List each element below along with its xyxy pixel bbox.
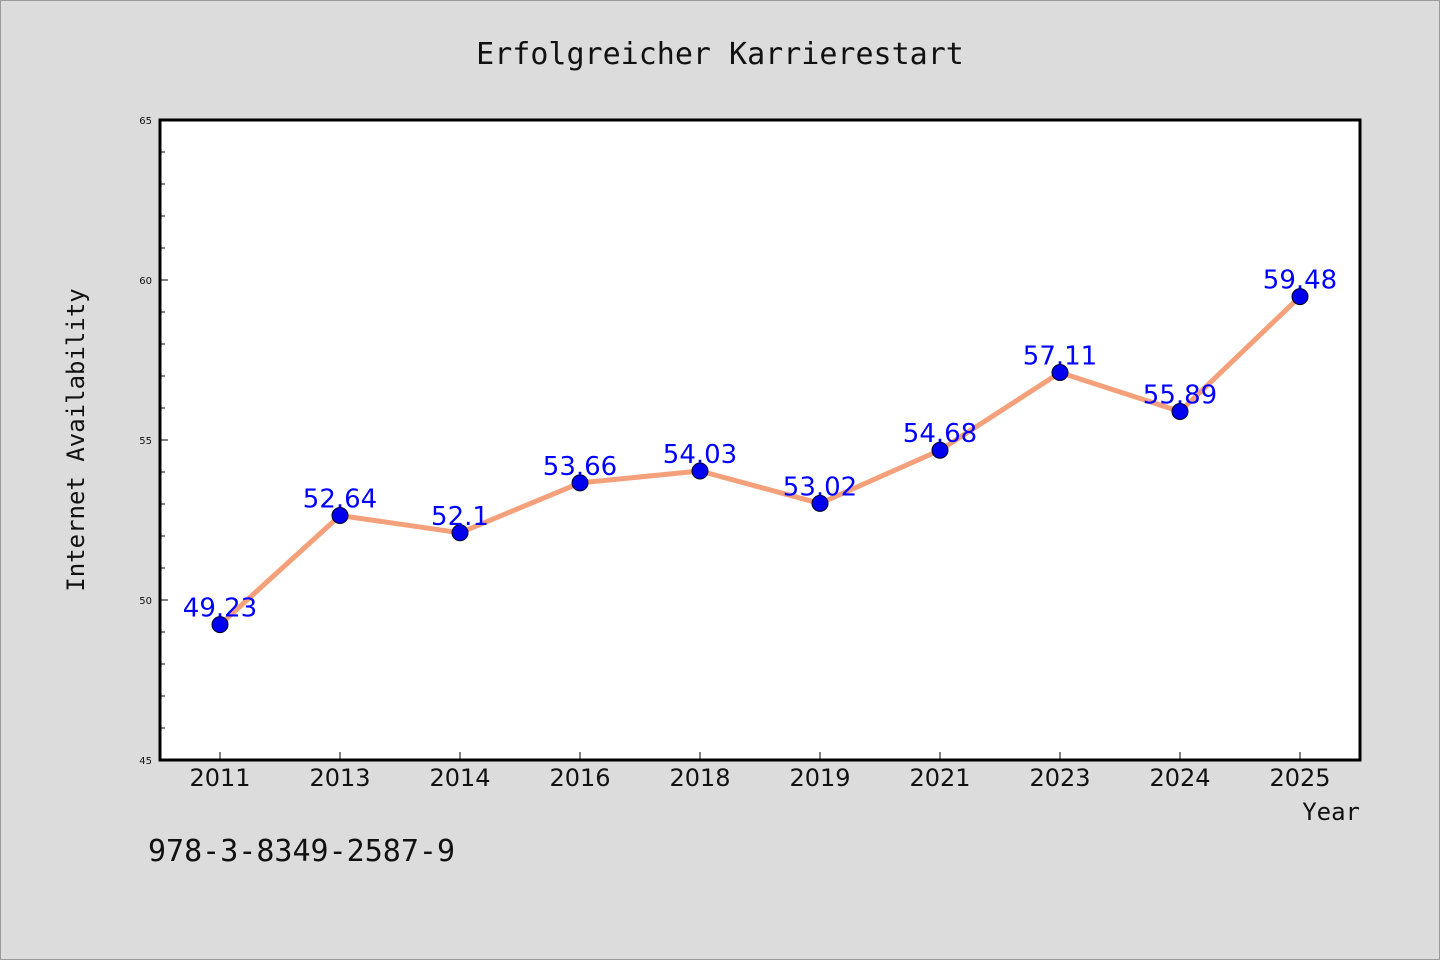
data-point bbox=[211, 616, 229, 634]
x-tick-label: 2024 bbox=[1149, 764, 1210, 792]
data-label: 49.23 bbox=[183, 594, 257, 624]
data-point bbox=[931, 441, 949, 459]
data-labels: 49.23 52.64 52.1 53.66 54.03 53.02 54.68 57.11 5… bbox=[183, 266, 1337, 624]
y-tick-label: 60 bbox=[139, 276, 152, 287]
x-axis: 2011 2013 2014 2016 2018 2019 2021 2023 2024 2025 bbox=[189, 752, 1331, 792]
x-axis-label: Year bbox=[1302, 798, 1360, 826]
series-markers bbox=[211, 288, 1309, 634]
x-tick-label: 2013 bbox=[309, 764, 370, 792]
data-label: 52.1 bbox=[431, 502, 489, 532]
data-label: 55.89 bbox=[1143, 381, 1217, 411]
data-point bbox=[691, 462, 709, 480]
data-label: 52.64 bbox=[303, 485, 377, 515]
x-tick-label: 2019 bbox=[789, 764, 850, 792]
y-axis: 45 50 55 60 65 bbox=[139, 116, 168, 767]
data-point bbox=[571, 474, 589, 492]
data-label: 59.48 bbox=[1263, 266, 1337, 296]
x-tick-label: 2016 bbox=[549, 764, 610, 792]
y-tick-label: 45 bbox=[139, 756, 152, 767]
plot-area bbox=[158, 118, 1362, 762]
data-label: 54.03 bbox=[663, 440, 737, 470]
isbn-text: 978-3-8349-2587-9 bbox=[148, 834, 456, 869]
x-tick-label: 2011 bbox=[189, 764, 250, 792]
chart-title: Erfolgreicher Karrierestart bbox=[476, 37, 964, 72]
x-tick-label: 2014 bbox=[429, 764, 490, 792]
y-tick-label: 65 bbox=[139, 116, 152, 127]
series-line bbox=[218, 294, 1302, 627]
data-label: 53.02 bbox=[783, 472, 857, 502]
y-axis-label: Internet Availability bbox=[62, 288, 90, 591]
data-point bbox=[451, 524, 469, 542]
data-point bbox=[811, 494, 829, 512]
data-point bbox=[331, 507, 349, 525]
data-point bbox=[1171, 403, 1189, 421]
data-label: 54.68 bbox=[903, 419, 977, 449]
data-label: 57.11 bbox=[1023, 341, 1097, 371]
y-tick-label: 50 bbox=[139, 596, 152, 607]
x-tick-label: 2021 bbox=[909, 764, 970, 792]
data-point bbox=[1051, 363, 1069, 381]
x-tick-label: 2023 bbox=[1029, 764, 1090, 792]
x-tick-label: 2025 bbox=[1269, 764, 1330, 792]
x-tick-label: 2018 bbox=[669, 764, 730, 792]
data-point bbox=[1291, 288, 1309, 306]
data-label: 53.66 bbox=[543, 452, 617, 482]
y-tick-label: 55 bbox=[139, 436, 152, 447]
